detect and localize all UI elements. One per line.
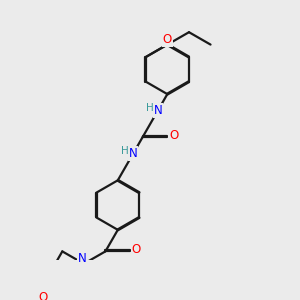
Text: N: N: [78, 252, 87, 265]
Text: N: N: [154, 104, 162, 117]
Text: O: O: [38, 291, 48, 300]
Text: O: O: [163, 33, 172, 46]
Text: H: H: [121, 146, 129, 156]
Text: H: H: [146, 103, 153, 113]
Text: O: O: [132, 243, 141, 256]
Text: N: N: [129, 147, 137, 160]
Text: O: O: [169, 129, 178, 142]
